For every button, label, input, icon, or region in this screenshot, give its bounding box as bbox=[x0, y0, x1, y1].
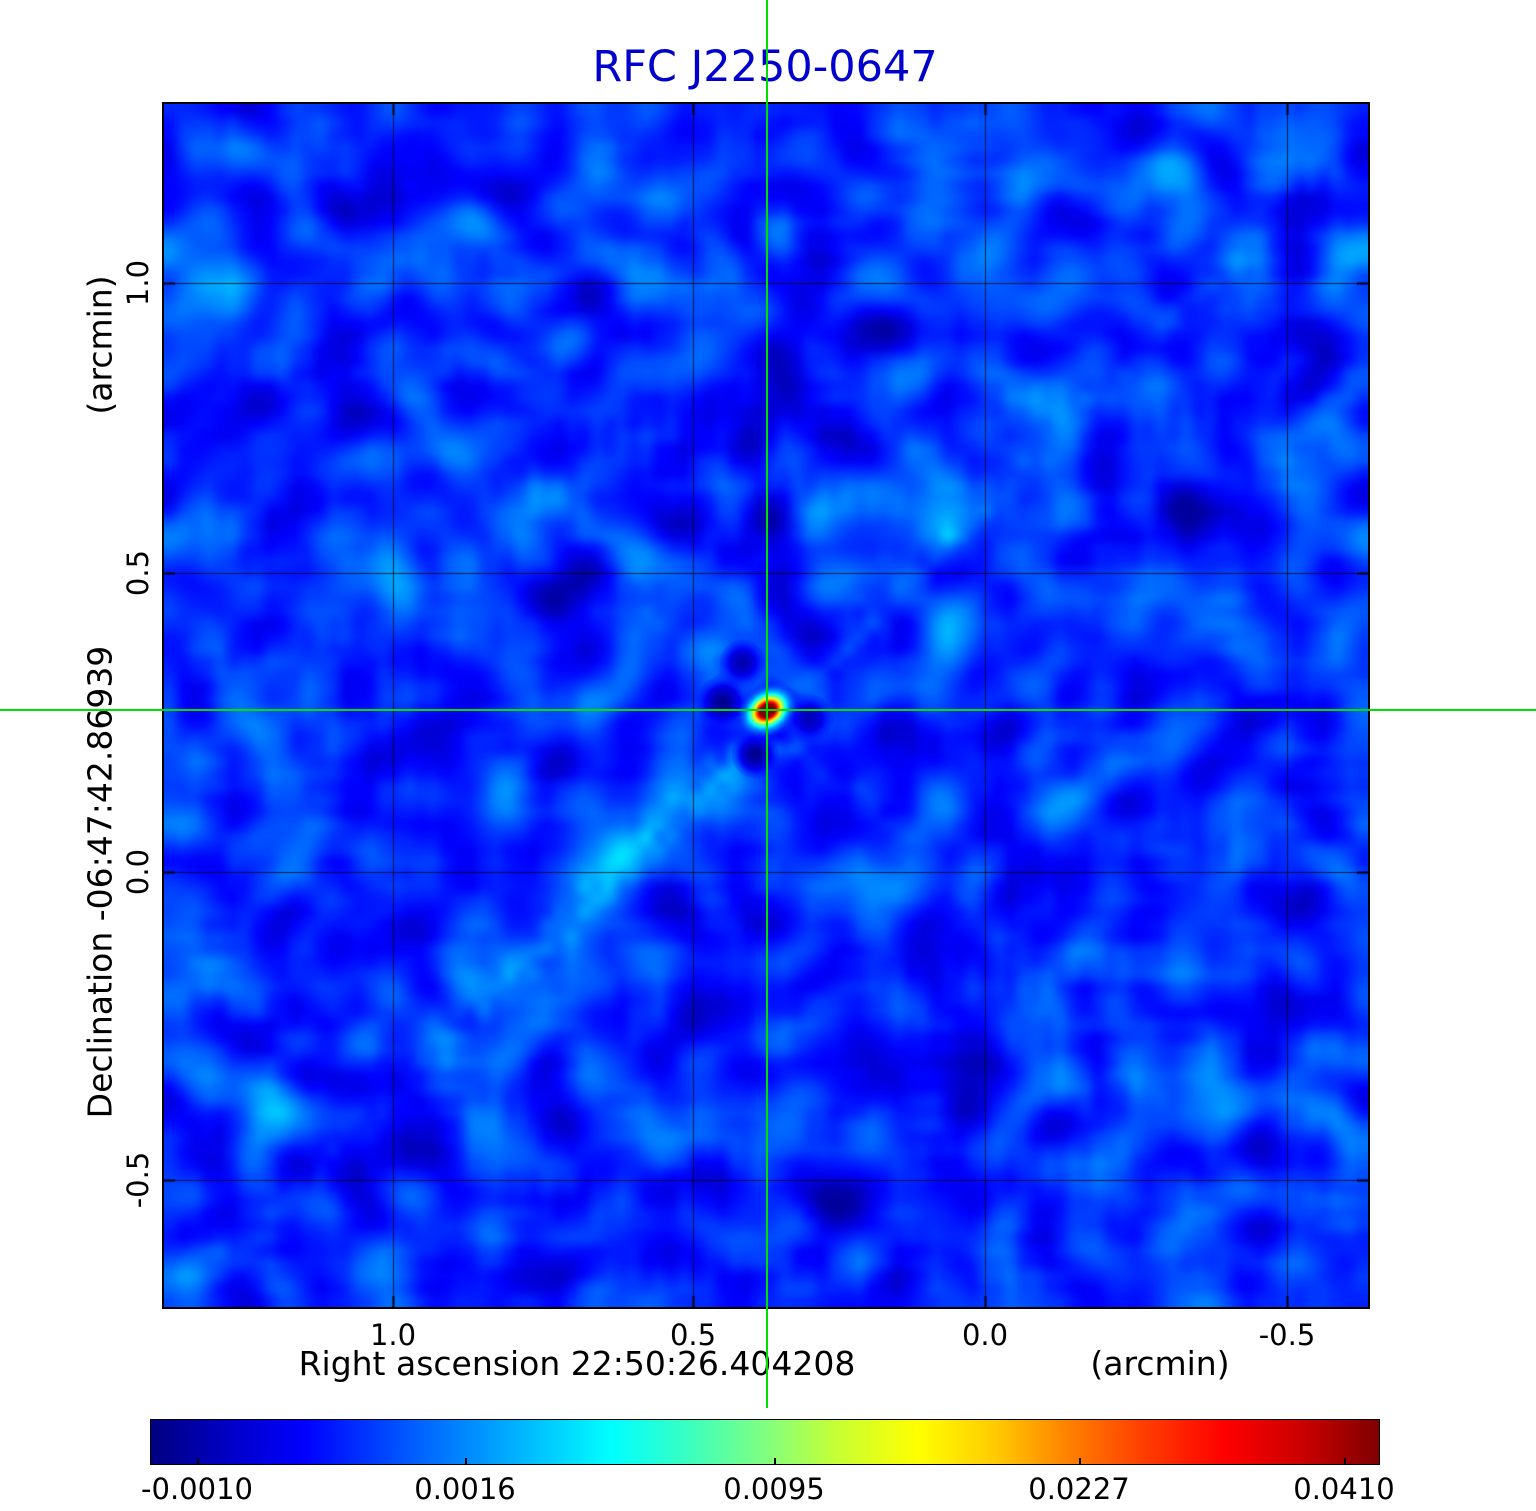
crosshair-horizontal-line bbox=[0, 709, 1536, 711]
x-tick-label: 1.0 bbox=[369, 1318, 417, 1352]
colorbar-tick-mark bbox=[197, 1458, 199, 1465]
y-tick-label: 0.5 bbox=[121, 549, 155, 597]
x-axis-label: Right ascension 22:50:26.404208 bbox=[298, 1344, 856, 1383]
figure-title: RFC J2250-0647 bbox=[592, 42, 938, 92]
y-tick-label: 0.0 bbox=[121, 848, 155, 896]
y-axis-label: Declination -06:47:42.86939 bbox=[80, 645, 120, 1119]
colorbar-tick-label: 0.0095 bbox=[723, 1472, 825, 1506]
y-tick-label: 1.0 bbox=[121, 259, 155, 307]
colorbar-tick-mark bbox=[1344, 1458, 1346, 1465]
x-axis-unit-label: (arcmin) bbox=[1090, 1344, 1230, 1383]
y-axis-unit-label: (arcmin) bbox=[80, 275, 120, 415]
colorbar bbox=[150, 1419, 1380, 1465]
x-tick-label: -0.5 bbox=[1258, 1318, 1316, 1352]
colorbar-tick-mark bbox=[1079, 1458, 1081, 1465]
x-tick-label: 0.0 bbox=[961, 1318, 1009, 1352]
colorbar-tick-label: 0.0227 bbox=[1028, 1472, 1130, 1506]
crosshair-vertical-line bbox=[766, 0, 768, 1408]
colorbar-tick-label: 0.0410 bbox=[1293, 1472, 1395, 1506]
colorbar-tick-label: 0.0016 bbox=[414, 1472, 516, 1506]
y-tick-label: -0.5 bbox=[121, 1151, 155, 1209]
colorbar-tick-mark bbox=[465, 1458, 467, 1465]
x-tick-label: 0.5 bbox=[669, 1318, 717, 1352]
colorbar-tick-mark bbox=[774, 1458, 776, 1465]
colorbar-tick-label: -0.0010 bbox=[141, 1472, 253, 1506]
